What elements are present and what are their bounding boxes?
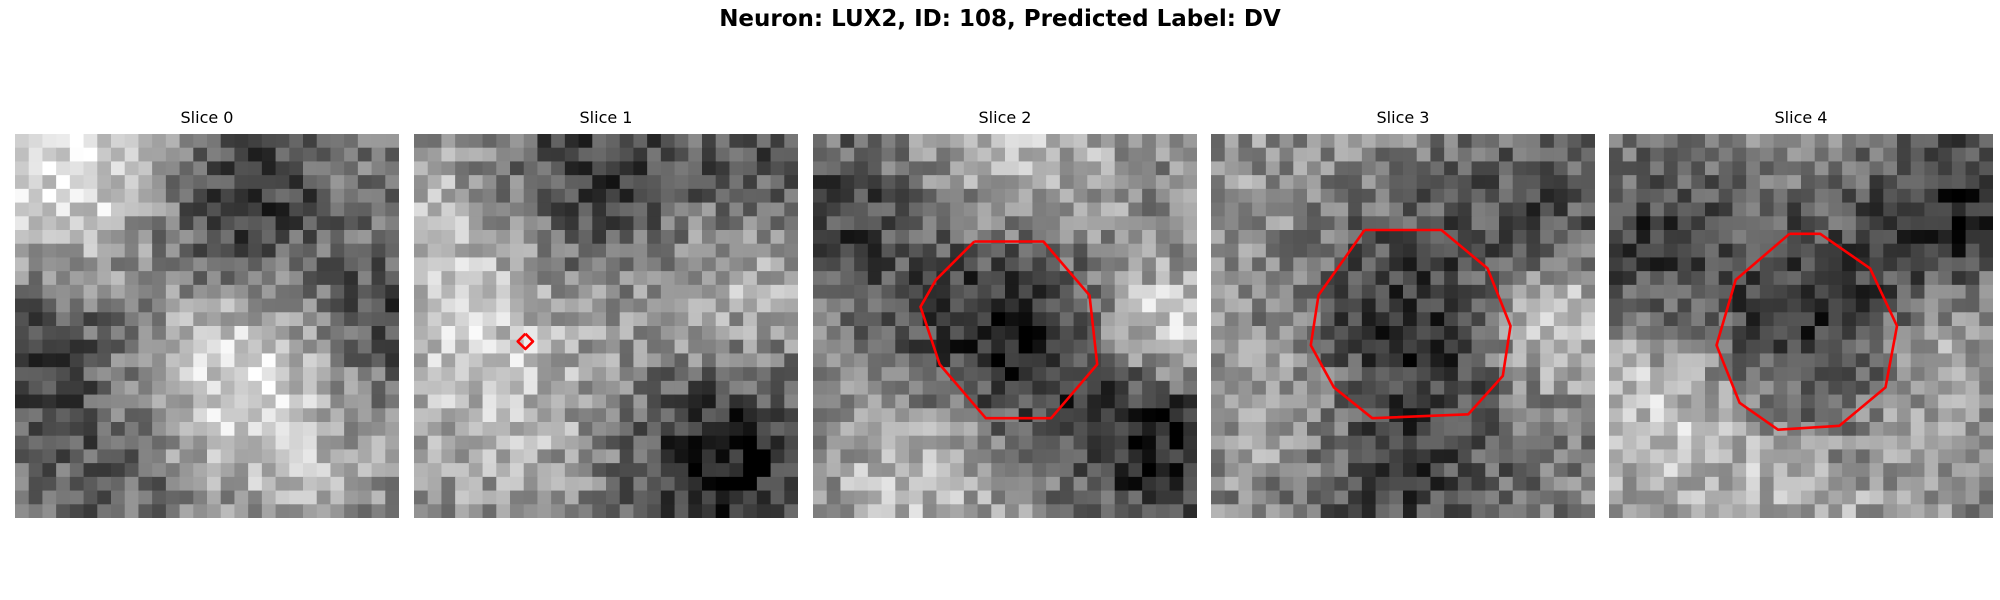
slice-title: Slice 0 <box>180 108 234 127</box>
slice-panel-4: Slice 4 <box>1609 106 1993 518</box>
slice-title: Slice 2 <box>978 108 1032 127</box>
roi-contour <box>1715 232 1899 432</box>
slice-image <box>1609 134 1993 518</box>
pixel-grid <box>15 134 399 518</box>
pixel-grid <box>813 134 1197 518</box>
figure-title: Neuron: LUX2, ID: 108, Predicted Label: … <box>719 6 1281 32</box>
slice-panel-0: Slice 0 <box>15 106 399 518</box>
pixel-grid <box>1609 134 1993 518</box>
slice-panel-2: Slice 2 <box>813 106 1197 518</box>
slice-panel-1: Slice 1 <box>414 106 798 518</box>
slice-title: Slice 3 <box>1376 108 1430 127</box>
slice-image <box>1211 134 1595 518</box>
slice-image <box>813 134 1197 518</box>
pixel-grid <box>414 134 798 518</box>
slice-panel-3: Slice 3 <box>1211 106 1595 518</box>
roi-contour <box>919 240 1099 420</box>
slice-title: Slice 4 <box>1774 108 1828 127</box>
slice-title: Slice 1 <box>579 108 633 127</box>
roi-contour <box>516 332 535 351</box>
slice-image <box>15 134 399 518</box>
roi-contour <box>1309 228 1512 420</box>
slice-image <box>414 134 798 518</box>
pixel-grid <box>1211 134 1595 518</box>
